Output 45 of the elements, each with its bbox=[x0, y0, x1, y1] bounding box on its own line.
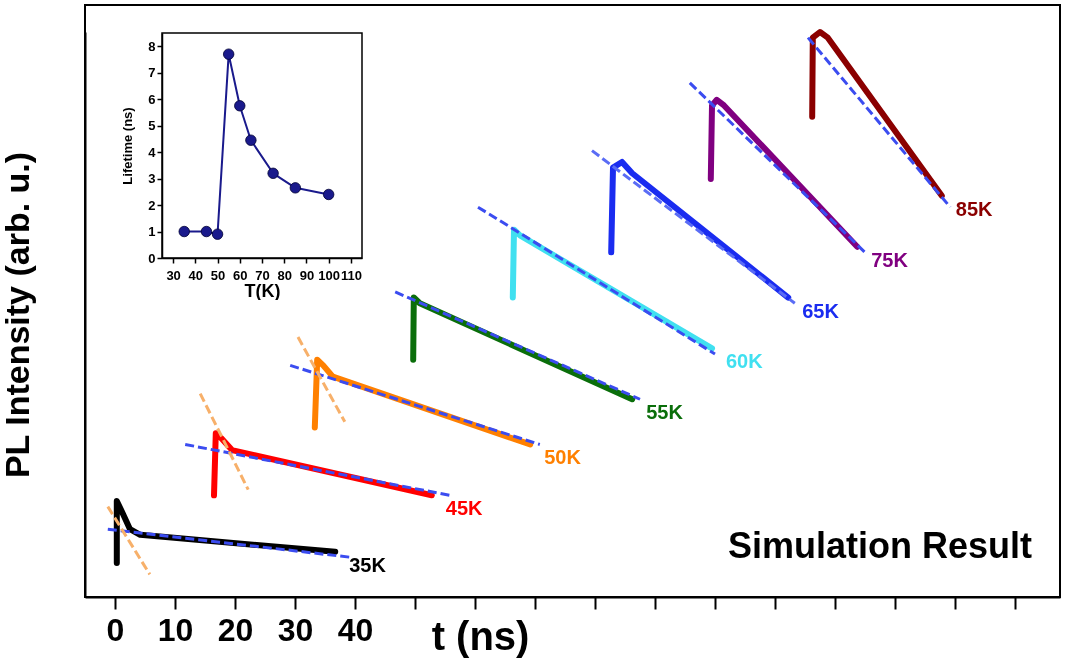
series-label: 65K bbox=[802, 299, 840, 322]
x-axis-title: T(K) bbox=[244, 280, 281, 301]
point bbox=[245, 134, 257, 146]
annotation: Simulation Result bbox=[727, 525, 1033, 566]
series-label: 85K bbox=[955, 197, 994, 220]
point bbox=[223, 48, 235, 60]
series-label: 45K bbox=[445, 497, 484, 520]
x-tick-label: 90 bbox=[299, 267, 315, 283]
point bbox=[267, 167, 279, 179]
series-label: 55K bbox=[646, 401, 684, 424]
y-tick-label: 2 bbox=[148, 197, 156, 213]
series-label: 35K bbox=[349, 553, 387, 576]
point bbox=[211, 228, 224, 240]
x-tick-label: 80 bbox=[277, 267, 292, 283]
point bbox=[289, 182, 301, 194]
y-axis-title: PL Intensity (arb. u.) bbox=[0, 151, 36, 479]
x-tick-label: 70 bbox=[255, 267, 270, 283]
x-axis-title: t (ns) bbox=[431, 613, 530, 658]
y-tick-label: 1 bbox=[148, 224, 156, 240]
point bbox=[200, 225, 213, 238]
series-label: 60K bbox=[726, 350, 764, 373]
y-tick-label: 7 bbox=[148, 65, 156, 81]
x-tick-label: 30 bbox=[277, 611, 314, 648]
point bbox=[178, 225, 190, 238]
y-tick-label: 8 bbox=[148, 38, 156, 54]
x-tick-label: 40 bbox=[188, 267, 204, 283]
point bbox=[234, 100, 246, 112]
y-tick-label: 3 bbox=[148, 171, 156, 187]
point bbox=[323, 188, 335, 201]
y-tick-label: 0 bbox=[148, 250, 156, 266]
x-tick-label: 60 bbox=[233, 267, 248, 283]
x-tick-label: 40 bbox=[337, 611, 374, 648]
x-tick-label: 0 bbox=[106, 611, 125, 648]
y-tick-label: 4 bbox=[148, 144, 157, 160]
x-tick-label: 100 bbox=[318, 267, 341, 283]
y-tick-label: 6 bbox=[148, 91, 156, 107]
x-tick-label: 50 bbox=[210, 267, 226, 283]
series-label: 50K bbox=[544, 446, 582, 469]
x-tick-label: 110 bbox=[340, 267, 362, 283]
x-tick-label: 10 bbox=[157, 611, 194, 648]
y-axis-title: Lifetime (ns) bbox=[119, 107, 135, 185]
series-label: 75K bbox=[871, 248, 909, 271]
y-tick-label: 5 bbox=[148, 118, 156, 134]
x-tick-label: 30 bbox=[166, 267, 181, 283]
x-tick-label: 20 bbox=[217, 611, 254, 648]
